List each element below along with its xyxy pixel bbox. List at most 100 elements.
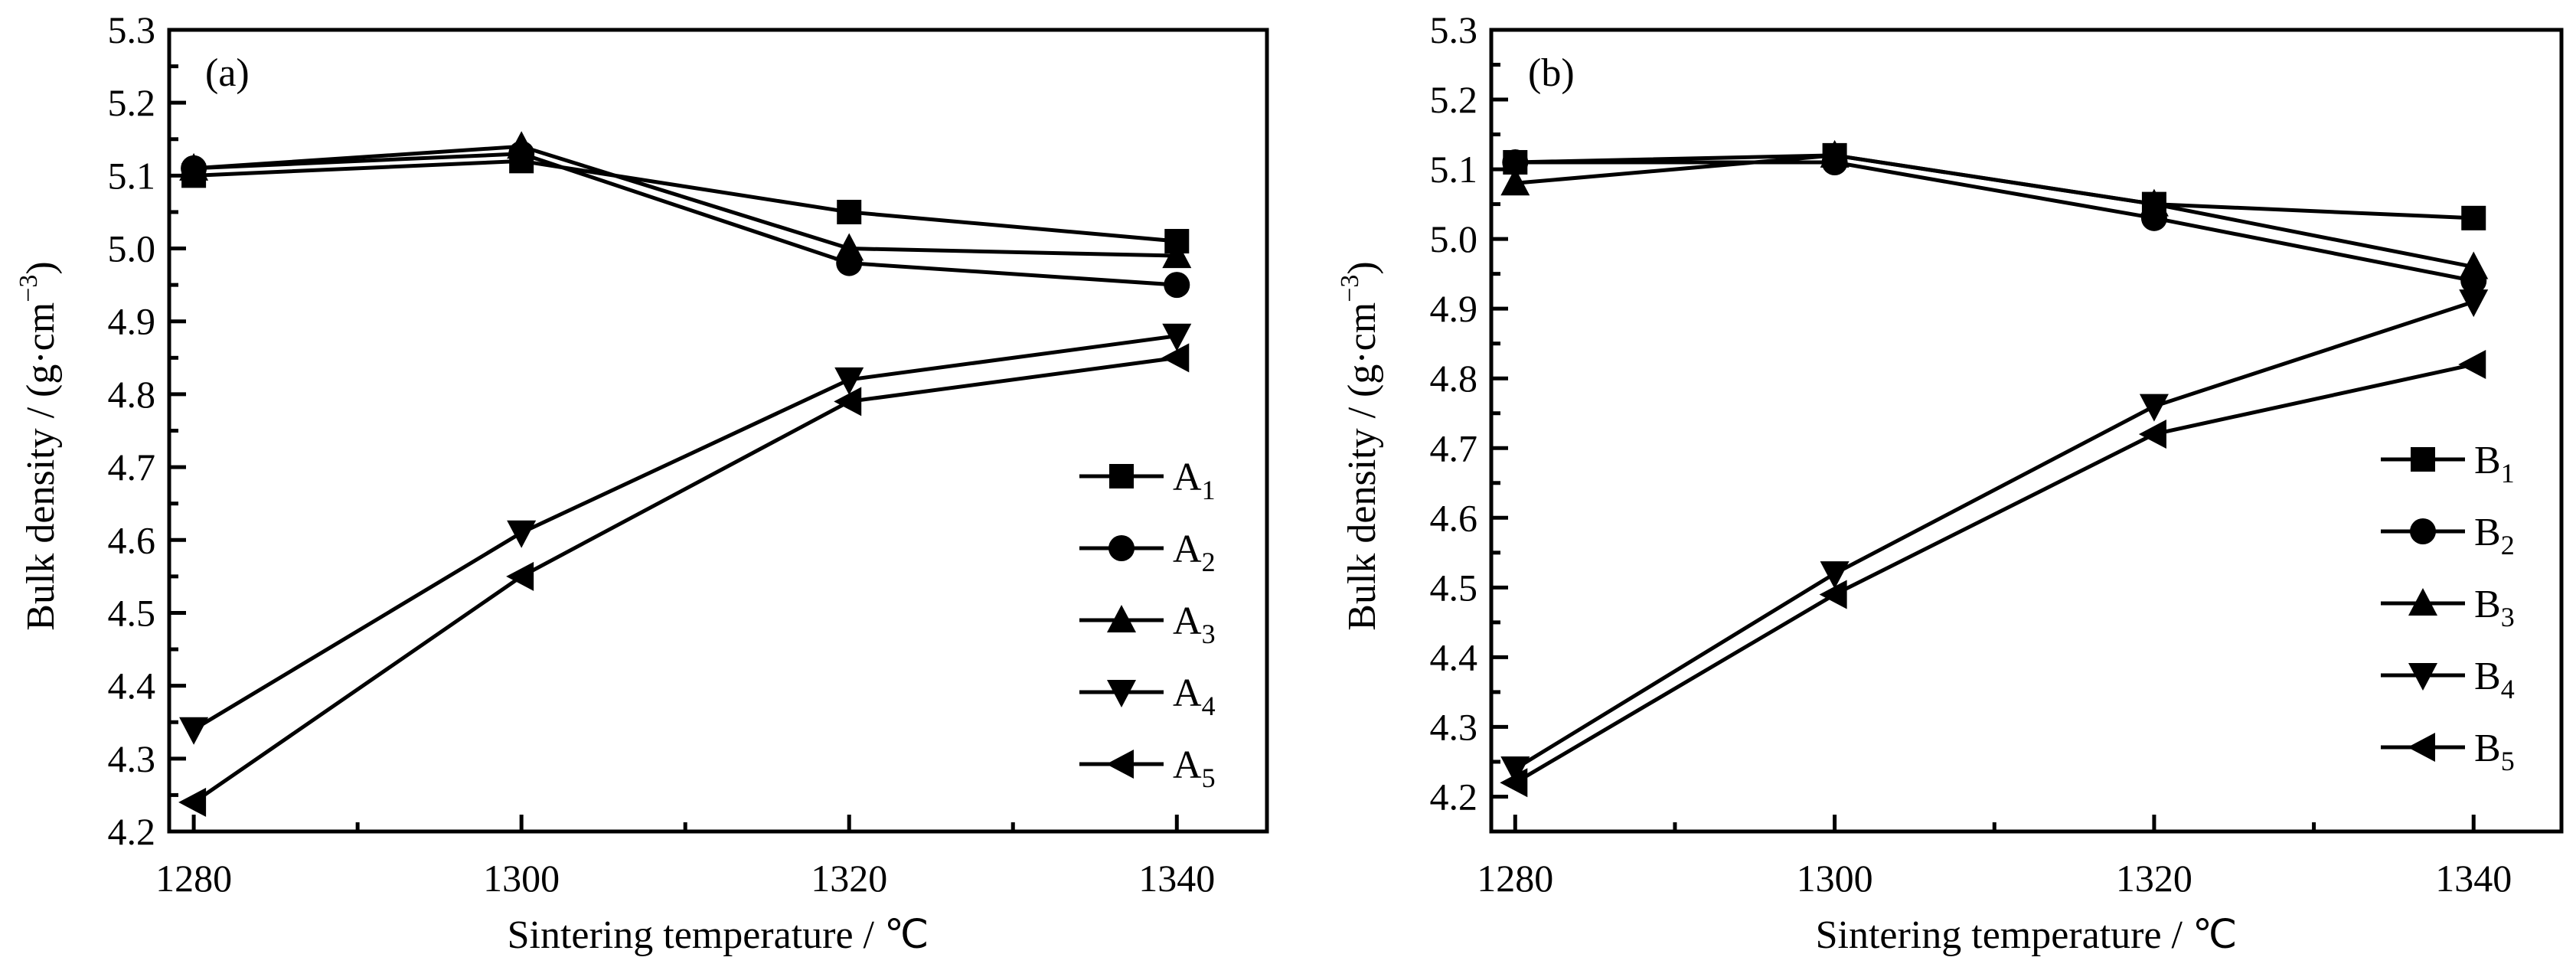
y-tick-label: 4.5 — [108, 591, 156, 634]
data-point-square — [2461, 205, 2486, 230]
legend-label: A2 — [1173, 528, 1216, 577]
y-tick-label: 5.0 — [108, 227, 156, 270]
legend-label: A4 — [1173, 671, 1216, 721]
x-tick-label: 1320 — [811, 857, 887, 900]
data-point-triangle-left — [2138, 420, 2166, 449]
legend-label: B4 — [2474, 655, 2515, 704]
plot-frame — [167, 28, 1269, 834]
legend-marker-square — [1109, 464, 1134, 488]
legend-marker-triangle-left — [2408, 733, 2435, 762]
y-tick-label: 5.2 — [108, 81, 156, 124]
data-point-triangle-left — [1161, 343, 1190, 373]
series-line — [193, 152, 1177, 287]
y-axis-title-superscript: −3 — [1336, 275, 1364, 302]
y-tick-label: 4.8 — [1430, 357, 1478, 400]
series-A2 — [181, 140, 1190, 299]
y-tick-label: 4.3 — [1430, 705, 1478, 748]
y-tick-label: 4.3 — [108, 737, 156, 780]
legend-label-subscript: 3 — [2501, 602, 2515, 632]
x-tick-label: 1300 — [483, 857, 560, 900]
series-line — [192, 334, 1177, 731]
series-A3 — [179, 131, 1192, 269]
data-point-triangle-left — [506, 561, 534, 591]
data-point-triangle-up — [2459, 251, 2489, 279]
y-axis-title-main: Bulk density / (g·cm — [19, 302, 63, 631]
legend-label-subscript: 3 — [1202, 619, 1216, 649]
series-A4 — [179, 323, 1192, 745]
legend-label-main: A — [1173, 743, 1202, 787]
x-tick-label: 1280 — [155, 857, 232, 900]
data-point-triangle-up — [1500, 168, 1530, 196]
series-B3 — [1500, 139, 2489, 279]
legend-marker-circle — [1108, 535, 1135, 561]
data-point-triangle-down — [179, 717, 209, 745]
y-tick-label: 5.1 — [108, 154, 156, 197]
series-line — [1513, 299, 2475, 771]
y-tick-label: 5.2 — [1430, 78, 1478, 121]
legend-label-main: B — [2474, 511, 2501, 554]
legend-marker-circle — [2410, 518, 2436, 544]
x-axis-title: Sintering temperature / ℃ — [1816, 913, 2238, 957]
data-point-triangle-left — [1500, 768, 1528, 798]
y-axis-title-close: ) — [19, 261, 63, 274]
data-point-circle — [1164, 272, 1190, 299]
chart-panel-b: 4.2 4.3 4.4 4.5 4.6 4.7 4.8 4.9 5.0 5.1 5.2 5.3 1280… — [1336, 8, 2564, 957]
legend-label: A1 — [1173, 456, 1216, 505]
x-tick-label: 1340 — [1138, 857, 1215, 900]
y-tick-label: 4.7 — [108, 446, 156, 488]
data-point-triangle-down — [2459, 289, 2489, 318]
legend-label-subscript: 4 — [1202, 691, 1216, 721]
series-A1 — [181, 149, 1190, 254]
data-point-triangle-up — [179, 152, 209, 181]
x-tick-label: 1340 — [2435, 857, 2512, 900]
legend-label: B3 — [2474, 583, 2515, 632]
y-tick-label: 4.2 — [108, 810, 156, 853]
y-axis-title-main: Bulk density / (g·cm — [1340, 302, 1384, 631]
data-point-triangle-left — [2458, 350, 2486, 380]
y-tick-label: 4.8 — [108, 373, 156, 416]
data-point-triangle-up — [507, 131, 537, 159]
legend-label-main: A — [1173, 528, 1202, 571]
data-point-triangle-up — [1162, 240, 1192, 269]
legend-marker-triangle-up — [1107, 605, 1136, 632]
series-line — [1515, 153, 2474, 221]
data-point-triangle-left — [834, 387, 862, 417]
data-point-triangle-up — [2139, 188, 2169, 217]
data-point-circle — [1502, 149, 1529, 175]
legend-label: A5 — [1173, 743, 1216, 793]
series-B1 — [1503, 142, 2486, 230]
x-tick-label: 1320 — [2116, 857, 2192, 900]
x-tick-label: 1300 — [1797, 857, 1873, 900]
series-line — [193, 144, 1177, 258]
legend-label: B2 — [2474, 511, 2515, 560]
y-tick-label: 5.3 — [108, 8, 156, 51]
legend-label-subscript: 5 — [1202, 763, 1216, 793]
y-tick-label: 4.7 — [1430, 426, 1478, 469]
plot-frame — [1489, 28, 2564, 834]
legend-marker-triangle-left — [1106, 750, 1134, 779]
legend-label-subscript: 1 — [2501, 458, 2515, 488]
legend-label-main: B — [2474, 727, 2501, 770]
legend-label-subscript: 1 — [1202, 475, 1216, 505]
panel-label: (b) — [1528, 51, 1575, 95]
legend-label-subscript: 4 — [2501, 674, 2515, 704]
y-tick-label: 4.4 — [108, 665, 156, 707]
y-axis-title: Bulk density / (g·cm−3) — [1336, 261, 1384, 630]
legend-label-main: A — [1173, 599, 1202, 643]
legend-label-subscript: 2 — [1202, 547, 1216, 577]
data-point-triangle-up — [834, 233, 864, 261]
panel-label: (a) — [205, 51, 250, 95]
y-axis-title: Bulk density / (g·cm−3) — [15, 261, 63, 630]
y-tick-label: 4.6 — [1430, 496, 1478, 539]
y-axis-title-close: ) — [1340, 261, 1384, 274]
legend-label-main: B — [2474, 583, 2501, 626]
data-point-triangle-down — [1820, 561, 1850, 590]
x-axis-title: Sintering temperature / ℃ — [508, 913, 929, 957]
series-A5 — [178, 343, 1190, 817]
legend-marker-triangle-down — [1107, 680, 1136, 707]
legend-label: B5 — [2474, 727, 2515, 776]
y-tick-label: 5.3 — [1430, 8, 1478, 51]
y-tick-label: 4.9 — [108, 300, 156, 343]
